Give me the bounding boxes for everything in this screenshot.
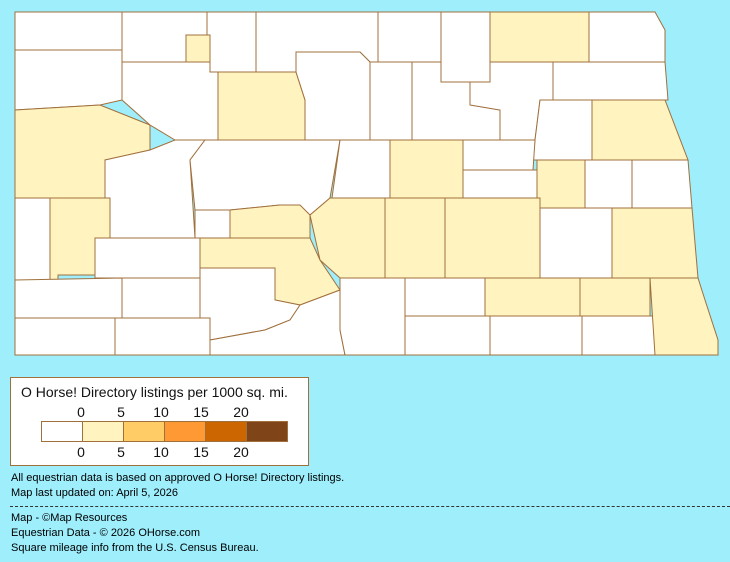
legend-tick: 5 (117, 404, 125, 420)
county[interactable] (579, 277, 651, 317)
county[interactable] (114, 317, 211, 356)
census-credit: Square mileage info from the U.S. Census… (11, 542, 259, 554)
legend-swatch (247, 422, 287, 441)
county[interactable] (121, 277, 201, 319)
county[interactable] (581, 315, 656, 356)
legend-swatch (42, 422, 83, 441)
map-credit: Map - ©Map Resources (11, 512, 128, 524)
county[interactable] (484, 277, 581, 317)
county[interactable] (94, 237, 201, 279)
divider (10, 506, 730, 507)
county[interactable] (339, 277, 406, 356)
county[interactable] (229, 204, 311, 239)
county[interactable] (14, 197, 51, 281)
county[interactable] (189, 139, 341, 216)
legend-color-scale (41, 421, 288, 442)
county[interactable] (489, 11, 590, 63)
county[interactable] (631, 159, 693, 209)
county[interactable] (440, 11, 491, 83)
county[interactable] (532, 99, 593, 161)
legend-tick: 15 (193, 444, 209, 460)
legend-tick: 20 (233, 404, 249, 420)
county[interactable] (404, 277, 486, 317)
county[interactable] (462, 139, 536, 171)
legend-swatch (83, 422, 124, 441)
county[interactable] (14, 277, 123, 319)
legend-swatch (124, 422, 165, 441)
county[interactable] (462, 169, 538, 199)
county-map (14, 11, 719, 356)
county[interactable] (649, 277, 719, 356)
county[interactable] (377, 11, 442, 63)
county[interactable] (369, 61, 413, 141)
updated-note: Map last updated on: April 5, 2026 (11, 487, 178, 499)
legend-tick: 5 (117, 444, 125, 460)
county[interactable] (295, 51, 371, 141)
county[interactable] (14, 317, 116, 356)
county[interactable] (389, 139, 464, 199)
legend-swatch (165, 422, 206, 441)
county[interactable] (444, 197, 541, 279)
county[interactable] (14, 49, 123, 111)
legend-tick: 15 (193, 404, 209, 420)
legend-tick: 0 (77, 404, 85, 420)
county[interactable] (194, 209, 231, 239)
legend-tick: 0 (77, 444, 85, 460)
legend-tick: 10 (153, 444, 169, 460)
legend-swatch (206, 422, 247, 441)
county[interactable] (611, 207, 699, 279)
legend-tick: 10 (153, 404, 169, 420)
county[interactable] (14, 11, 123, 51)
data-credit: Equestrian Data - © 2026 OHorse.com (11, 527, 201, 539)
county[interactable] (588, 11, 666, 63)
county[interactable] (584, 159, 633, 209)
county[interactable] (404, 315, 491, 356)
legend-title: O Horse! Directory listings per 1000 sq.… (21, 384, 288, 400)
county[interactable] (539, 207, 613, 279)
legend-tick: 20 (233, 444, 249, 460)
legend: O Horse! Directory listings per 1000 sq.… (10, 377, 309, 466)
county[interactable] (591, 99, 689, 161)
county[interactable] (206, 11, 257, 73)
county[interactable] (384, 197, 446, 279)
county[interactable] (552, 61, 669, 101)
county[interactable] (489, 315, 583, 356)
county[interactable] (536, 159, 586, 209)
data-basis-note: All equestrian data is based on approved… (11, 472, 345, 484)
county[interactable] (331, 139, 391, 199)
